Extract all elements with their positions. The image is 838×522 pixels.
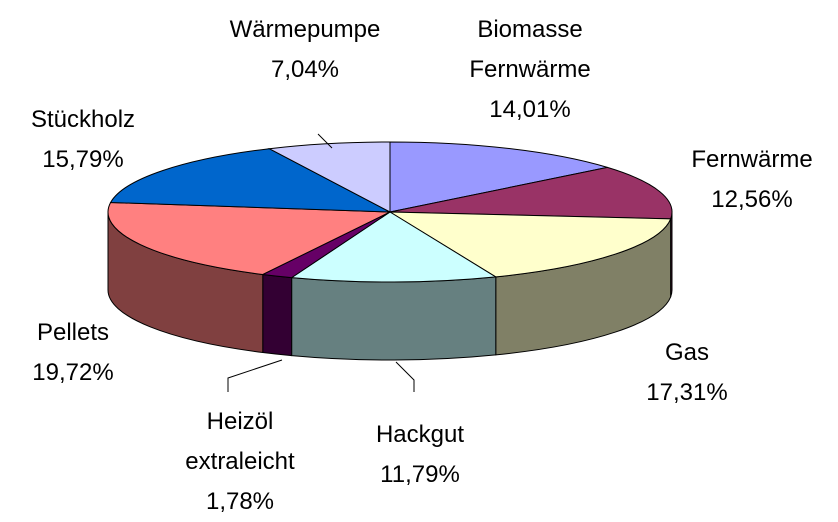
slice-label: Wärmepumpe 7,04% bbox=[230, 10, 381, 90]
value-label: 17,31% bbox=[646, 379, 728, 406]
category-label: Pellets bbox=[36, 319, 110, 346]
slice bbox=[290, 211, 498, 283]
category-label: Stückholz bbox=[30, 106, 136, 133]
slice bbox=[388, 211, 672, 278]
value-label: 12,56% bbox=[711, 186, 793, 213]
category-label: Fernwärme bbox=[691, 146, 813, 173]
slice bbox=[107, 201, 391, 275]
category-label: Heizöl extraleicht bbox=[185, 408, 295, 475]
slice-label: Hackgut 11,79% bbox=[376, 415, 464, 495]
leader-line bbox=[317, 133, 333, 149]
category-label: Hackgut bbox=[375, 421, 465, 448]
slice-label: Heizöl extraleicht 1,78% bbox=[165, 402, 315, 522]
value-label: 11,79% bbox=[380, 461, 460, 488]
value-label: 14,01% bbox=[489, 96, 571, 123]
slice bbox=[389, 141, 608, 213]
slice-side bbox=[262, 273, 293, 357]
category-label: Gas bbox=[664, 339, 709, 366]
leader-lines bbox=[227, 133, 415, 392]
category-label: Wärmepumpe bbox=[229, 16, 381, 43]
slice-label: Gas 17,31% bbox=[646, 333, 727, 413]
value-label: 7,04% bbox=[270, 56, 340, 83]
slice-label: Biomasse Fernwärme 14,01% bbox=[455, 10, 605, 130]
slice-label: Fernwärme 12,56% bbox=[691, 140, 812, 220]
slice-side bbox=[291, 276, 497, 361]
sides bbox=[107, 211, 673, 361]
category-label: Biomasse Fernwärme bbox=[469, 16, 591, 83]
value-label: 15,79% bbox=[42, 146, 124, 173]
slice-label: Pellets 19,72% bbox=[32, 313, 113, 393]
value-label: 19,72% bbox=[32, 359, 114, 386]
leader-line bbox=[395, 361, 415, 392]
value-label: 1,78% bbox=[205, 488, 275, 515]
slice-label: Stückholz 15,79% bbox=[31, 100, 135, 180]
slice bbox=[389, 166, 673, 220]
leader-line bbox=[227, 359, 283, 392]
slice bbox=[109, 148, 391, 213]
tops bbox=[107, 141, 673, 283]
